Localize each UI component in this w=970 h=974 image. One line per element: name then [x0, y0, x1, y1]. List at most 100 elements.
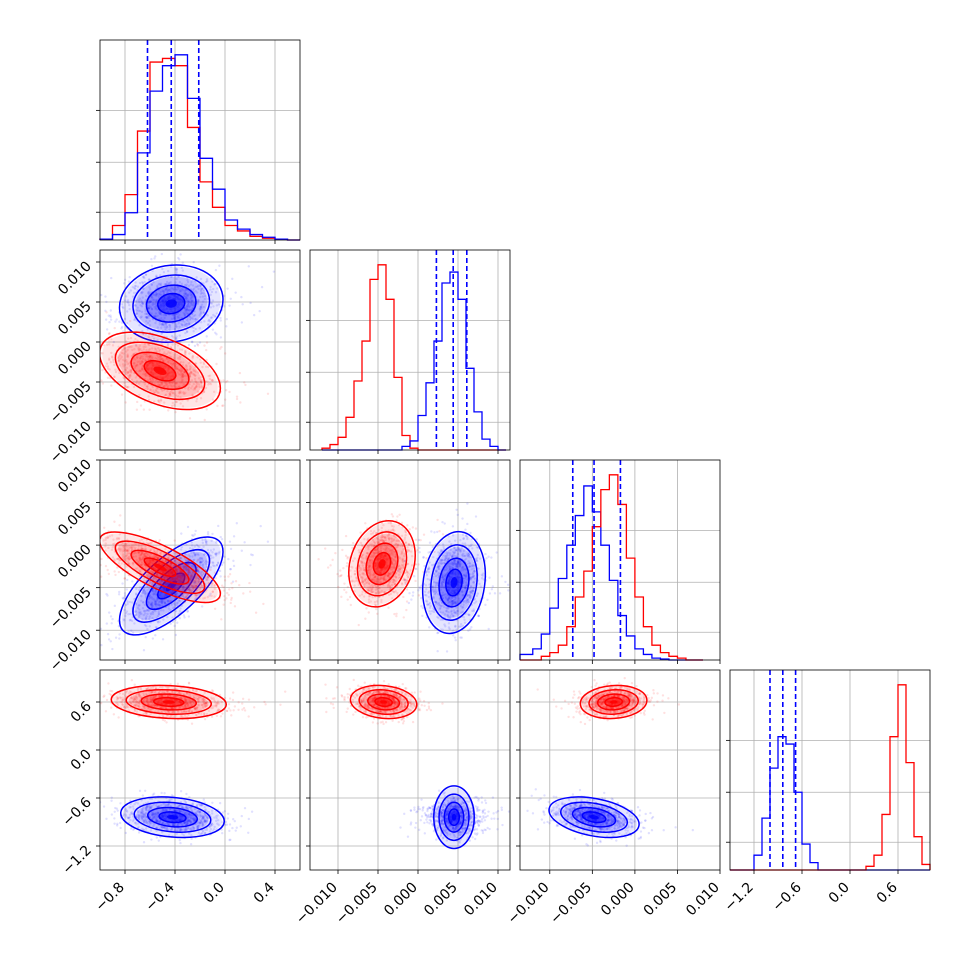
scatter-point: [416, 549, 418, 551]
scatter-point: [184, 328, 186, 330]
scatter-point: [81, 534, 83, 536]
scatter-point: [136, 401, 138, 403]
scatter-point: [346, 565, 348, 567]
scatter-point: [204, 419, 206, 421]
scatter-point: [235, 580, 237, 582]
scatter-point: [406, 524, 408, 526]
scatter-point: [418, 594, 420, 596]
scatter-point: [489, 592, 491, 594]
scatter-point: [143, 408, 145, 410]
scatter-point: [179, 617, 181, 619]
scatter-point: [228, 391, 230, 393]
scatter-point: [417, 563, 419, 565]
scatter-point: [194, 345, 196, 347]
scatter-point: [108, 333, 110, 335]
scatter-point: [187, 610, 189, 612]
panel-p1_1: [306, 250, 510, 454]
scatter-point: [113, 570, 115, 572]
scatter-point: [126, 579, 128, 581]
scatter-point: [364, 618, 366, 620]
scatter-point: [232, 560, 234, 562]
scatter-point: [201, 605, 203, 607]
scatter-point: [85, 361, 87, 363]
scatter-point: [339, 569, 341, 571]
scatter-point: [149, 327, 151, 329]
scatter-point: [402, 596, 404, 598]
scatter-point: [123, 596, 125, 598]
scatter-point: [128, 280, 130, 282]
scatter-point: [188, 344, 190, 346]
scatter-point: [188, 615, 190, 617]
scatter-point: [452, 634, 454, 636]
scatter-point: [262, 603, 264, 605]
scatter-point: [223, 556, 225, 558]
scatter-point: [364, 522, 366, 524]
scatter-point: [223, 595, 225, 597]
scatter-point: [121, 582, 123, 584]
scatter-point: [128, 276, 130, 278]
scatter-point: [219, 570, 221, 572]
scatter-point: [223, 599, 225, 601]
scatter-point: [365, 607, 367, 609]
scatter-point: [225, 325, 227, 327]
scatter-point: [116, 566, 118, 568]
scatter-point: [414, 580, 416, 582]
scatter-point: [391, 513, 393, 515]
scatter-point: [267, 541, 269, 543]
scatter-point: [97, 360, 99, 362]
scatter-point: [169, 600, 171, 602]
scatter-point: [405, 609, 407, 611]
scatter-point: [216, 405, 218, 407]
scatter-point: [183, 552, 185, 554]
scatter-point: [240, 296, 242, 298]
scatter-point: [345, 535, 347, 537]
scatter-point: [215, 269, 217, 271]
scatter-point: [121, 393, 123, 395]
scatter-point: [110, 309, 112, 311]
scatter-point: [222, 561, 224, 563]
scatter-point: [81, 624, 83, 626]
scatter-point: [118, 633, 120, 635]
scatter-point: [100, 294, 102, 296]
scatter-point: [224, 398, 226, 400]
scatter-point: [105, 311, 107, 313]
scatter-point: [214, 332, 216, 334]
scatter-point: [95, 350, 97, 352]
scatter-point: [418, 539, 420, 541]
scatter-point: [219, 575, 221, 577]
scatter-point: [226, 318, 228, 320]
scatter-point: [423, 534, 425, 536]
scatter-point: [176, 622, 178, 624]
scatter-point: [408, 602, 410, 604]
scatter-point: [206, 335, 208, 337]
panel-p3_3: [726, 670, 930, 874]
scatter-point: [39, 529, 41, 531]
scatter-point: [193, 261, 195, 263]
scatter-point: [205, 349, 207, 351]
scatter-point: [93, 533, 95, 535]
scatter-point: [211, 533, 213, 535]
scatter-point: [119, 514, 121, 516]
scatter-point: [115, 318, 117, 320]
scatter-point: [92, 326, 94, 328]
scatter-point: [438, 530, 440, 532]
scatter-point: [225, 389, 227, 391]
scatter-point: [220, 618, 222, 620]
scatter-point: [167, 409, 169, 411]
scatter-point: [100, 644, 102, 646]
scatter-point: [239, 372, 241, 374]
scatter-point: [86, 358, 88, 360]
scatter-point: [106, 594, 108, 596]
scatter-point: [220, 346, 222, 348]
scatter-point: [106, 622, 108, 624]
scatter-point: [393, 613, 395, 615]
scatter-point: [239, 401, 241, 403]
scatter-point: [349, 596, 351, 598]
scatter-point: [248, 265, 250, 267]
scatter-point: [93, 535, 95, 537]
scatter-point: [403, 616, 405, 618]
scatter-point: [152, 637, 154, 639]
scatter-point: [220, 336, 222, 338]
scatter-point: [54, 538, 56, 540]
